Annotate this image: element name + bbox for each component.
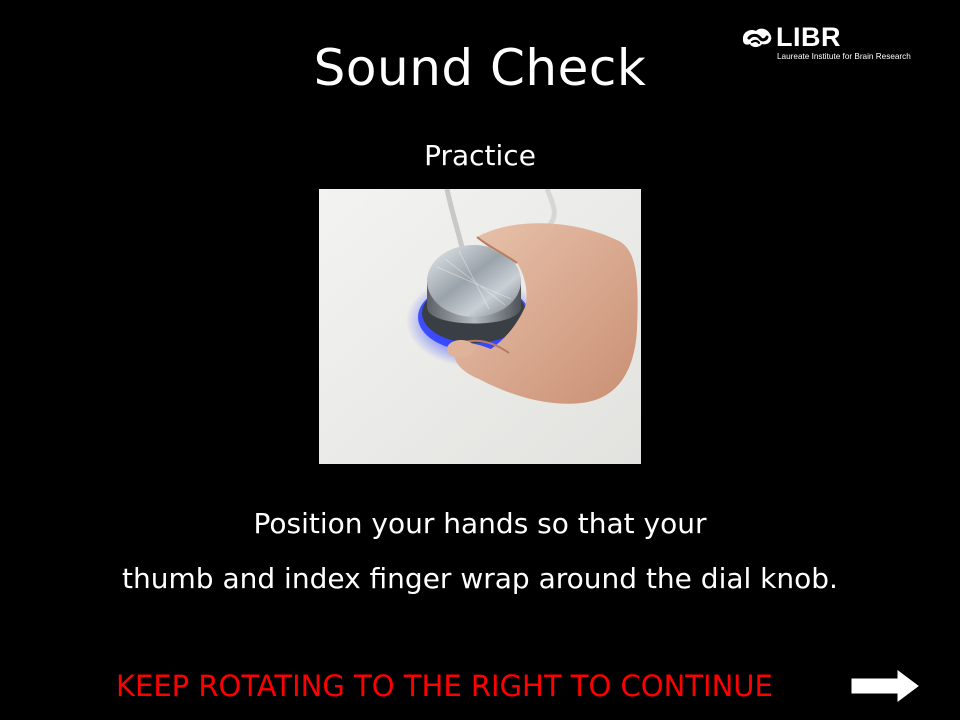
logo-tagline: Laureate Institute for Brain Research [777, 52, 911, 61]
continue-prompt: KEEP ROTATING TO THE RIGHT TO CONTINUE [116, 669, 773, 703]
right-arrow-icon [851, 670, 919, 702]
instruction-line-1: Position your hands so that your [253, 507, 707, 540]
logo-wordmark: LIBR [776, 22, 841, 52]
libr-logo: LIBR Laureate Institute for Brain Resear… [740, 22, 940, 64]
instruction-line-2: thumb and index finger wrap around the d… [122, 562, 838, 595]
dial-knob-photo [319, 189, 641, 464]
slide-title: Sound Check [313, 39, 647, 97]
slide-subtitle: Practice [424, 139, 536, 172]
libr-brain-mark-icon [742, 28, 772, 47]
